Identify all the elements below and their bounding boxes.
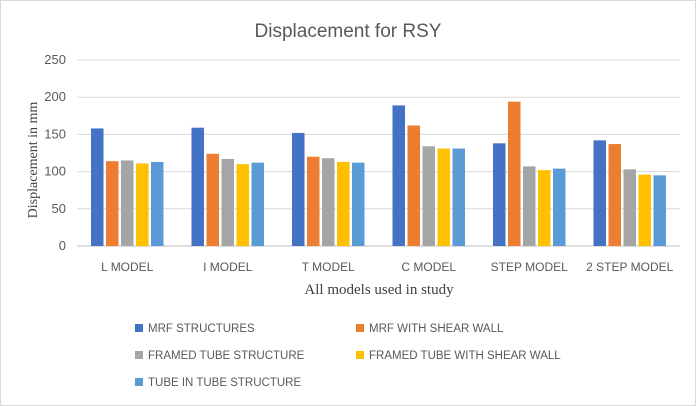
x-tick-label: 2 STEP MODEL [586,260,673,274]
y-tick-label: 50 [52,201,66,216]
bar [437,148,450,246]
legend-label: TUBE IN TUBE STRUCTURE [148,377,301,389]
legend-item: FRAMED TUBE STRUCTURE [135,350,305,362]
bar [106,161,119,246]
legend-swatch [356,351,364,359]
legend-label: MRF WITH SHEAR WALL [369,323,504,335]
legend-label: MRF STRUCTURES [148,323,255,335]
bar [251,162,264,246]
bar [508,101,521,246]
bar [136,163,149,246]
bar [151,161,164,246]
y-tick-label: 100 [44,164,66,179]
bar [292,132,305,246]
bar [538,170,551,246]
y-tick-label: 250 [44,52,66,67]
y-axis-label: Displacement in mm [26,102,41,219]
legend-swatch [356,324,364,332]
bar [553,168,566,246]
bar [91,128,104,246]
bar [337,161,350,246]
bar [221,158,234,246]
bar [623,169,636,246]
bar [422,146,435,246]
bar [307,156,320,246]
bar [523,166,536,246]
bar [392,105,405,246]
x-tick-label: I MODEL [203,260,253,274]
bar [593,140,606,246]
legend-label: FRAMED TUBE WITH SHEAR WALL [369,350,561,362]
bar [206,153,219,246]
bar [638,174,651,246]
y-tick-label: 0 [59,238,66,253]
bar [236,164,249,246]
y-tick-label: 200 [44,89,66,104]
legend-item: MRF WITH SHEAR WALL [356,323,504,335]
legend-item: TUBE IN TUBE STRUCTURE [135,377,301,389]
bar [407,125,420,246]
bar [493,143,506,246]
bar [608,144,621,246]
gridlines [77,59,680,247]
x-tick-label: T MODEL [302,260,355,274]
legend-swatch [135,351,143,359]
x-tick-label: L MODEL [101,260,154,274]
x-axis-label: All models used in study [304,282,454,298]
x-tick-label: STEP MODEL [491,260,568,274]
bar [191,127,204,246]
bar [352,162,365,246]
bar [653,175,666,246]
bar [322,158,335,246]
legend-item: FRAMED TUBE WITH SHEAR WALL [356,350,561,362]
bar [121,160,134,246]
legend-swatch [135,324,143,332]
legend: MRF STRUCTURES MRF WITH SHEAR WALL FRAMED … [135,323,561,389]
legend-swatch [135,378,143,386]
legend-item: MRF STRUCTURES [135,323,255,335]
bars [91,101,666,246]
bar [452,148,465,246]
y-tick-label: 150 [44,126,66,141]
x-tick-label: C MODEL [401,260,456,274]
y-axis-tick-labels: 0 50 100 150 200 250 [44,52,66,253]
chart-title: Displacement for RSY [255,21,442,42]
x-axis-tick-labels: L MODEL I MODEL T MODEL C MODEL STEP MODEL 2 … [101,260,674,274]
legend-label: FRAMED TUBE STRUCTURE [148,350,305,362]
